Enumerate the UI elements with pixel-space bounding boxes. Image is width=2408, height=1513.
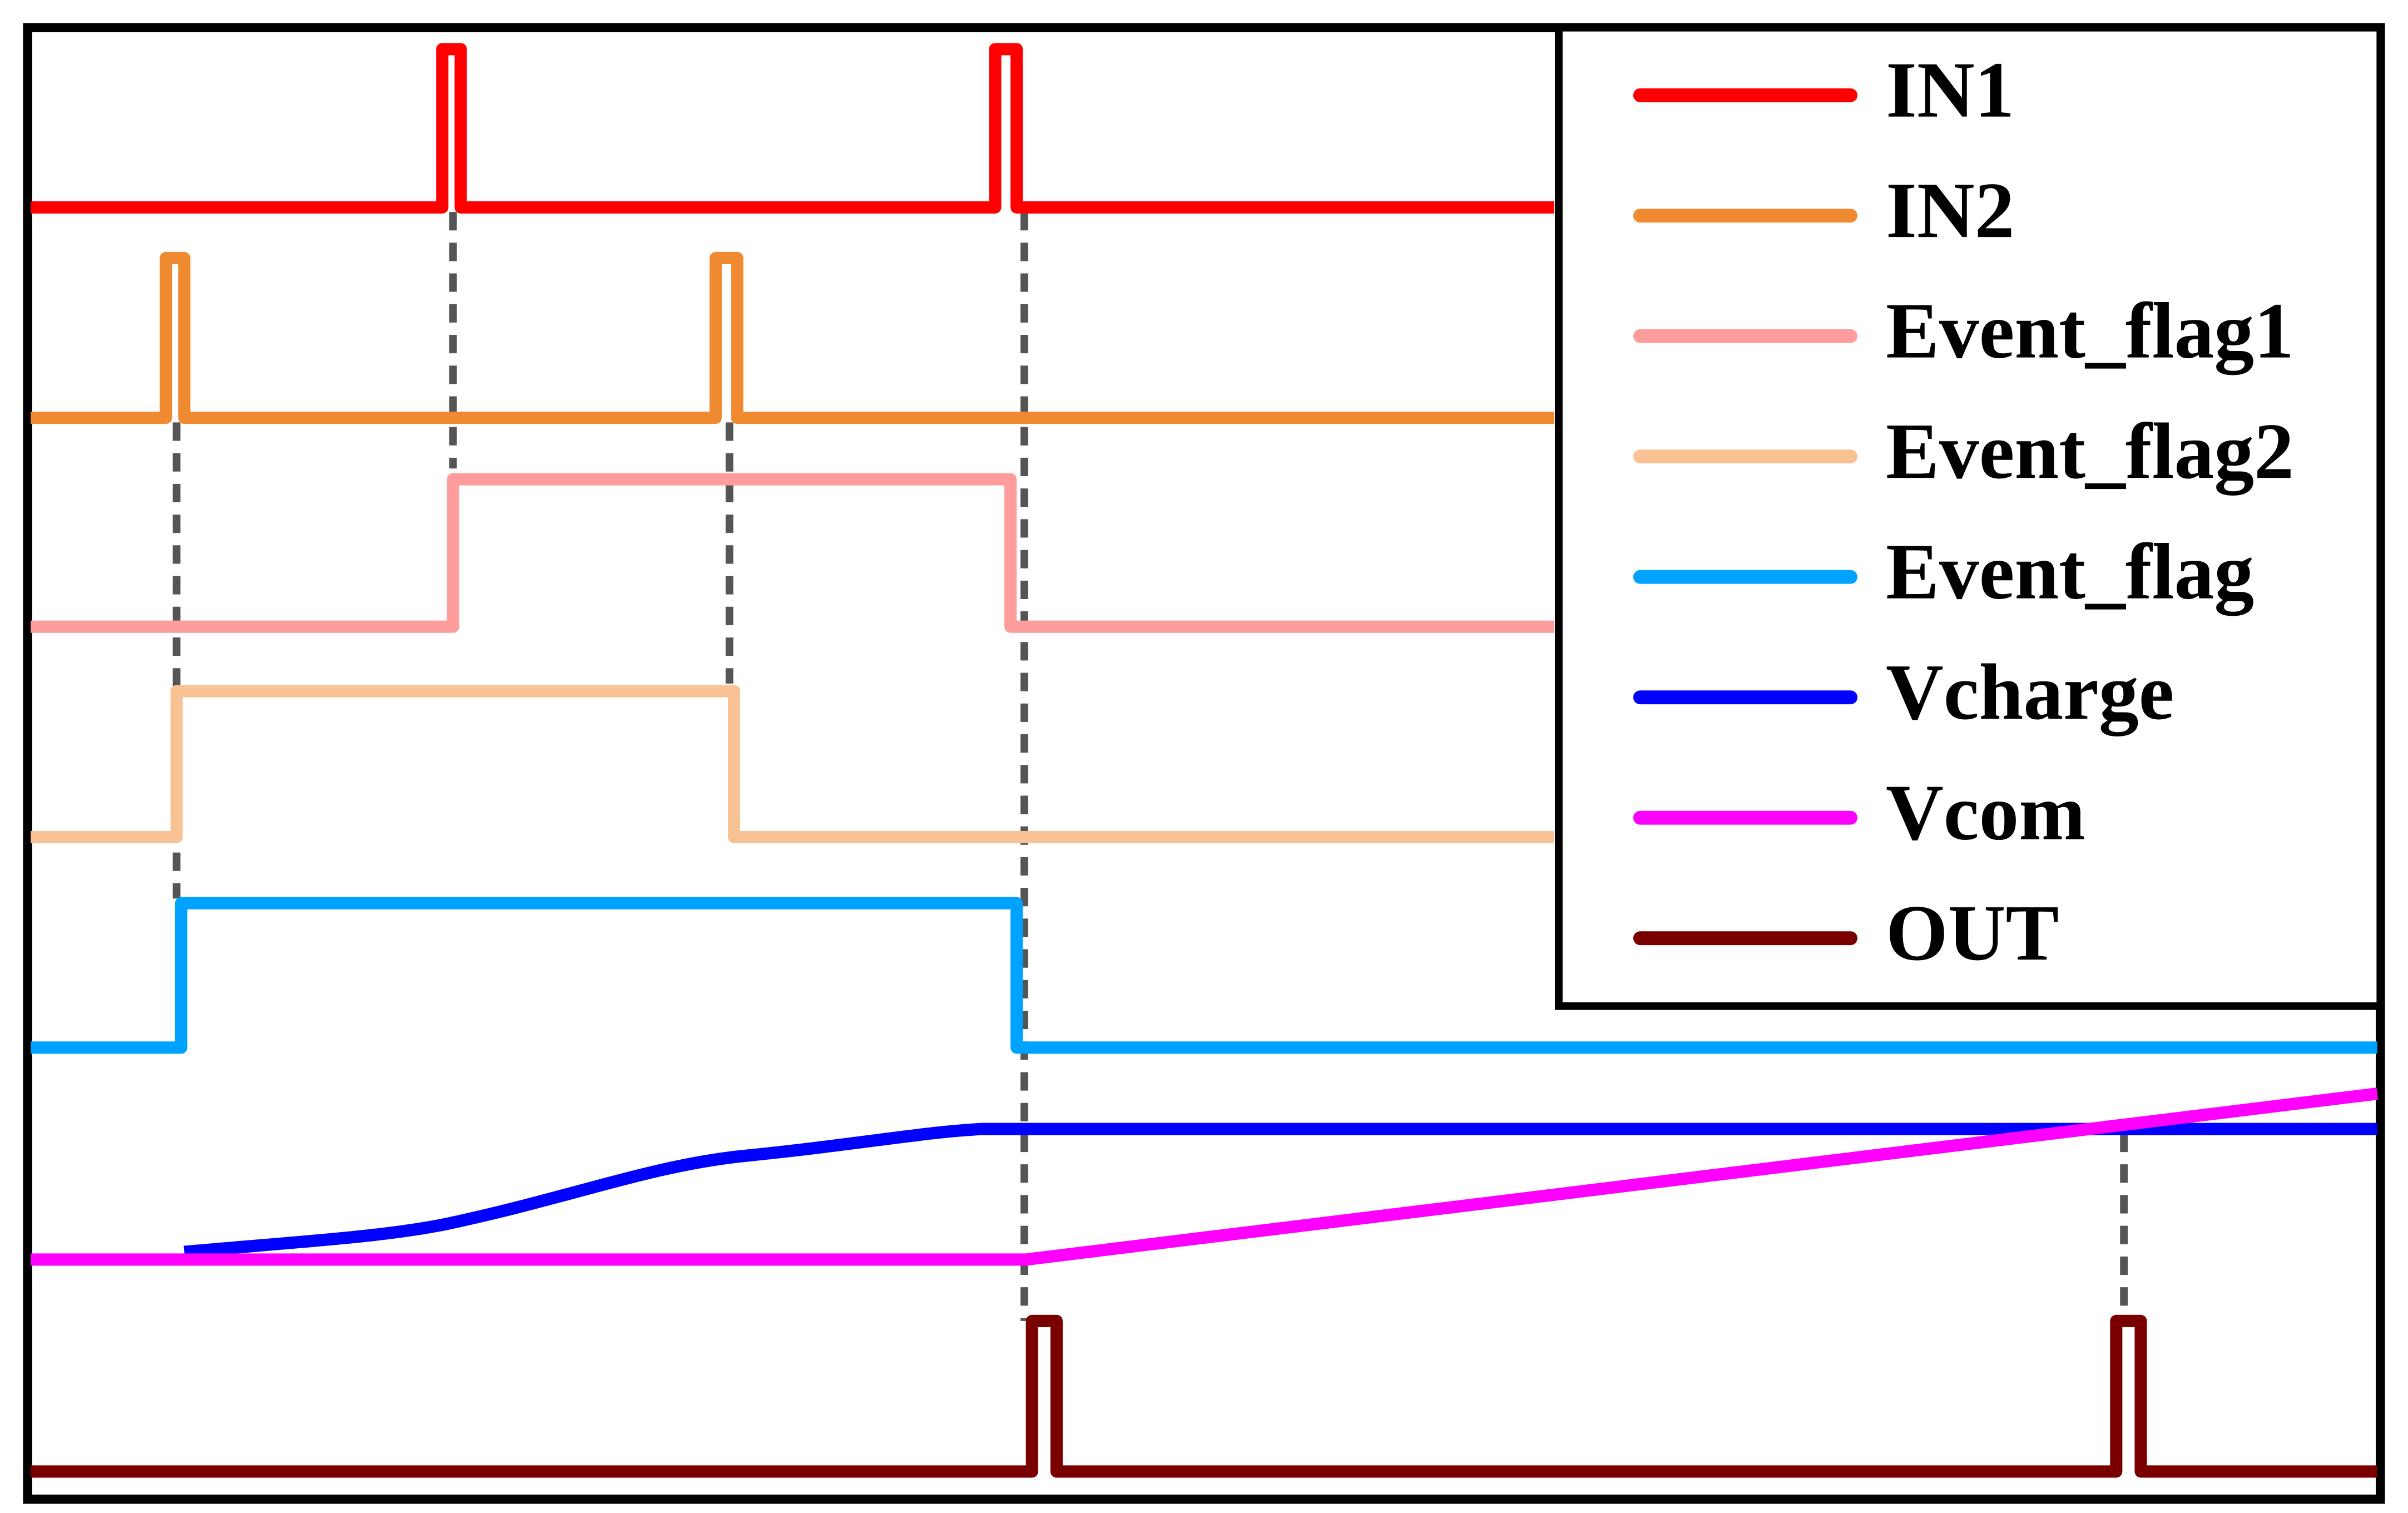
legend-label: Event_flag1 bbox=[1886, 287, 2294, 375]
guide-lines bbox=[172, 212, 2128, 1321]
waveform bbox=[31, 1314, 2377, 1478]
legend-label: Vcharge bbox=[1886, 648, 2174, 736]
waveform bbox=[31, 685, 1554, 844]
waveforms bbox=[31, 43, 2379, 1478]
legend-label: Vcom bbox=[1886, 769, 2085, 857]
legend-box bbox=[1554, 23, 2385, 1010]
waveform bbox=[31, 473, 1554, 633]
waveform bbox=[31, 43, 1554, 214]
legend-label: Event_flag2 bbox=[1886, 407, 2294, 496]
legend: IN1 IN2 Event_flag1 Event_flag2 Event_flag Vc… bbox=[1633, 46, 2294, 977]
legend-label: IN2 bbox=[1886, 166, 2014, 255]
waveform bbox=[31, 897, 2377, 1054]
waveform bbox=[184, 1123, 2377, 1258]
waveform bbox=[31, 251, 1554, 424]
legend-label: OUT bbox=[1886, 889, 2059, 977]
legend-label: Event_flag bbox=[1886, 528, 2254, 616]
legend-label: IN1 bbox=[1886, 46, 2014, 135]
waveform bbox=[31, 1087, 2379, 1266]
